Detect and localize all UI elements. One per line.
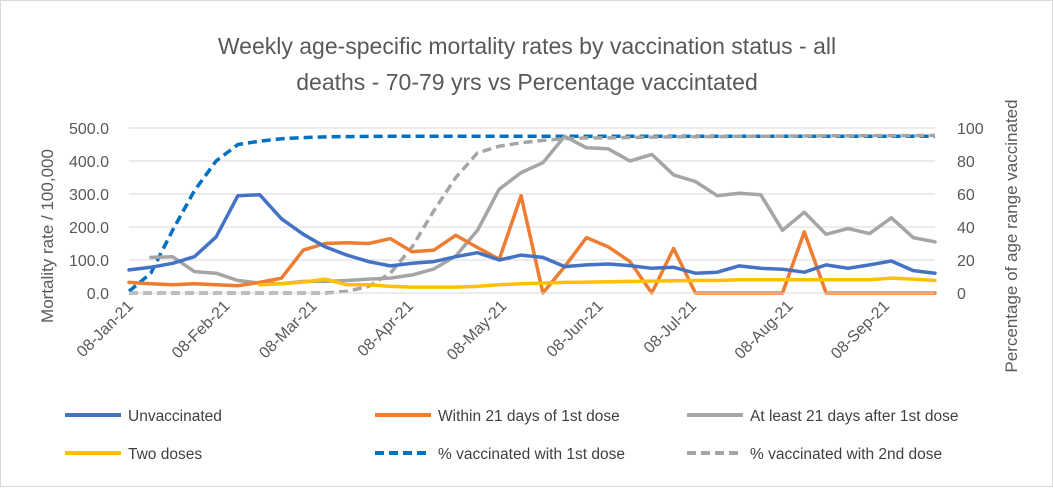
legend-label-4: % vaccinated with 1st dose — [438, 446, 625, 463]
series-line-2 — [149, 134, 937, 286]
y2-tick-label: 20 — [957, 253, 975, 270]
x-tick-label: 08-Sep-21 — [828, 298, 893, 363]
legend-label-2: At least 21 days after 1st dose — [750, 408, 959, 425]
chart-title-line-2: deaths - 70-79 yrs vs Percentage vaccint… — [296, 69, 758, 95]
legend-label-1: Within 21 days of 1st dose — [438, 408, 620, 425]
x-tick-label: 08-Aug-21 — [732, 298, 797, 363]
y-tick-label: 100.0 — [69, 253, 109, 270]
series-lines — [127, 133, 937, 295]
series-line-4 — [127, 134, 935, 293]
series-line-0 — [127, 192, 937, 275]
legend-label-0: Unvaccinated — [128, 408, 222, 425]
y2-tick-label: 60 — [957, 187, 975, 204]
x-tick-label: 08-Jan-21 — [74, 298, 137, 361]
y-tick-label: 400.0 — [69, 154, 109, 171]
chart-title-line-1: Weekly age-specific mortality rates by v… — [218, 33, 836, 59]
y-tick-label: 500.0 — [69, 121, 109, 138]
y-tick-label: 200.0 — [69, 220, 109, 237]
y-tick-label: 0.0 — [87, 286, 109, 303]
x-tick-label: 08-Mar-21 — [256, 298, 320, 362]
y2-tick-label: 0 — [957, 286, 966, 303]
legend: Unvaccinated Within 21 days of 1st dose At… — [65, 408, 959, 463]
y2-axis-title: Percentage of age range vaccinated — [1002, 99, 1021, 372]
series-line-3 — [257, 276, 937, 289]
y2-tick-label: 40 — [957, 220, 975, 237]
x-tick-label: 08-Apr-21 — [355, 298, 417, 360]
y2-tick-label: 80 — [957, 154, 975, 171]
x-tick-label: 08-Feb-21 — [169, 298, 233, 362]
y-axis-title: Mortality rate / 100,000 — [38, 149, 57, 323]
x-tick-label: 08-May-21 — [444, 298, 510, 364]
y2-tick-label: 100 — [957, 121, 984, 138]
series-line-1 — [127, 193, 937, 295]
legend-label-3: Two doses — [128, 446, 202, 463]
x-tick-label: 08-Jun-21 — [544, 298, 607, 361]
x-tick-label: 08-Jul-21 — [641, 298, 700, 357]
y-tick-label: 300.0 — [69, 187, 109, 204]
legend-label-5: % vaccinated with 2nd dose — [750, 446, 942, 463]
axes: 0.0 100.0 200.0 300.0 400.0 500.0 0 20 40 60 80 100… — [69, 121, 984, 364]
